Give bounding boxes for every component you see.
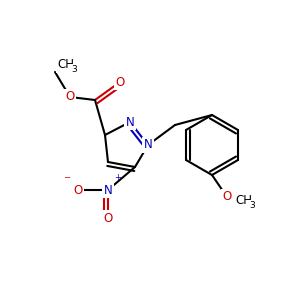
Text: O: O [74,184,82,196]
Text: N: N [103,184,112,196]
Text: −: − [63,173,70,182]
Text: 3: 3 [71,64,77,74]
Text: O: O [103,212,112,224]
Text: +: + [114,173,121,182]
Text: O: O [222,190,232,203]
Text: CH: CH [235,194,252,208]
Text: CH: CH [57,58,74,71]
Text: N: N [144,139,152,152]
Text: O: O [116,76,124,88]
Text: N: N [126,116,134,128]
Text: 3: 3 [249,200,255,209]
Text: O: O [65,91,75,103]
